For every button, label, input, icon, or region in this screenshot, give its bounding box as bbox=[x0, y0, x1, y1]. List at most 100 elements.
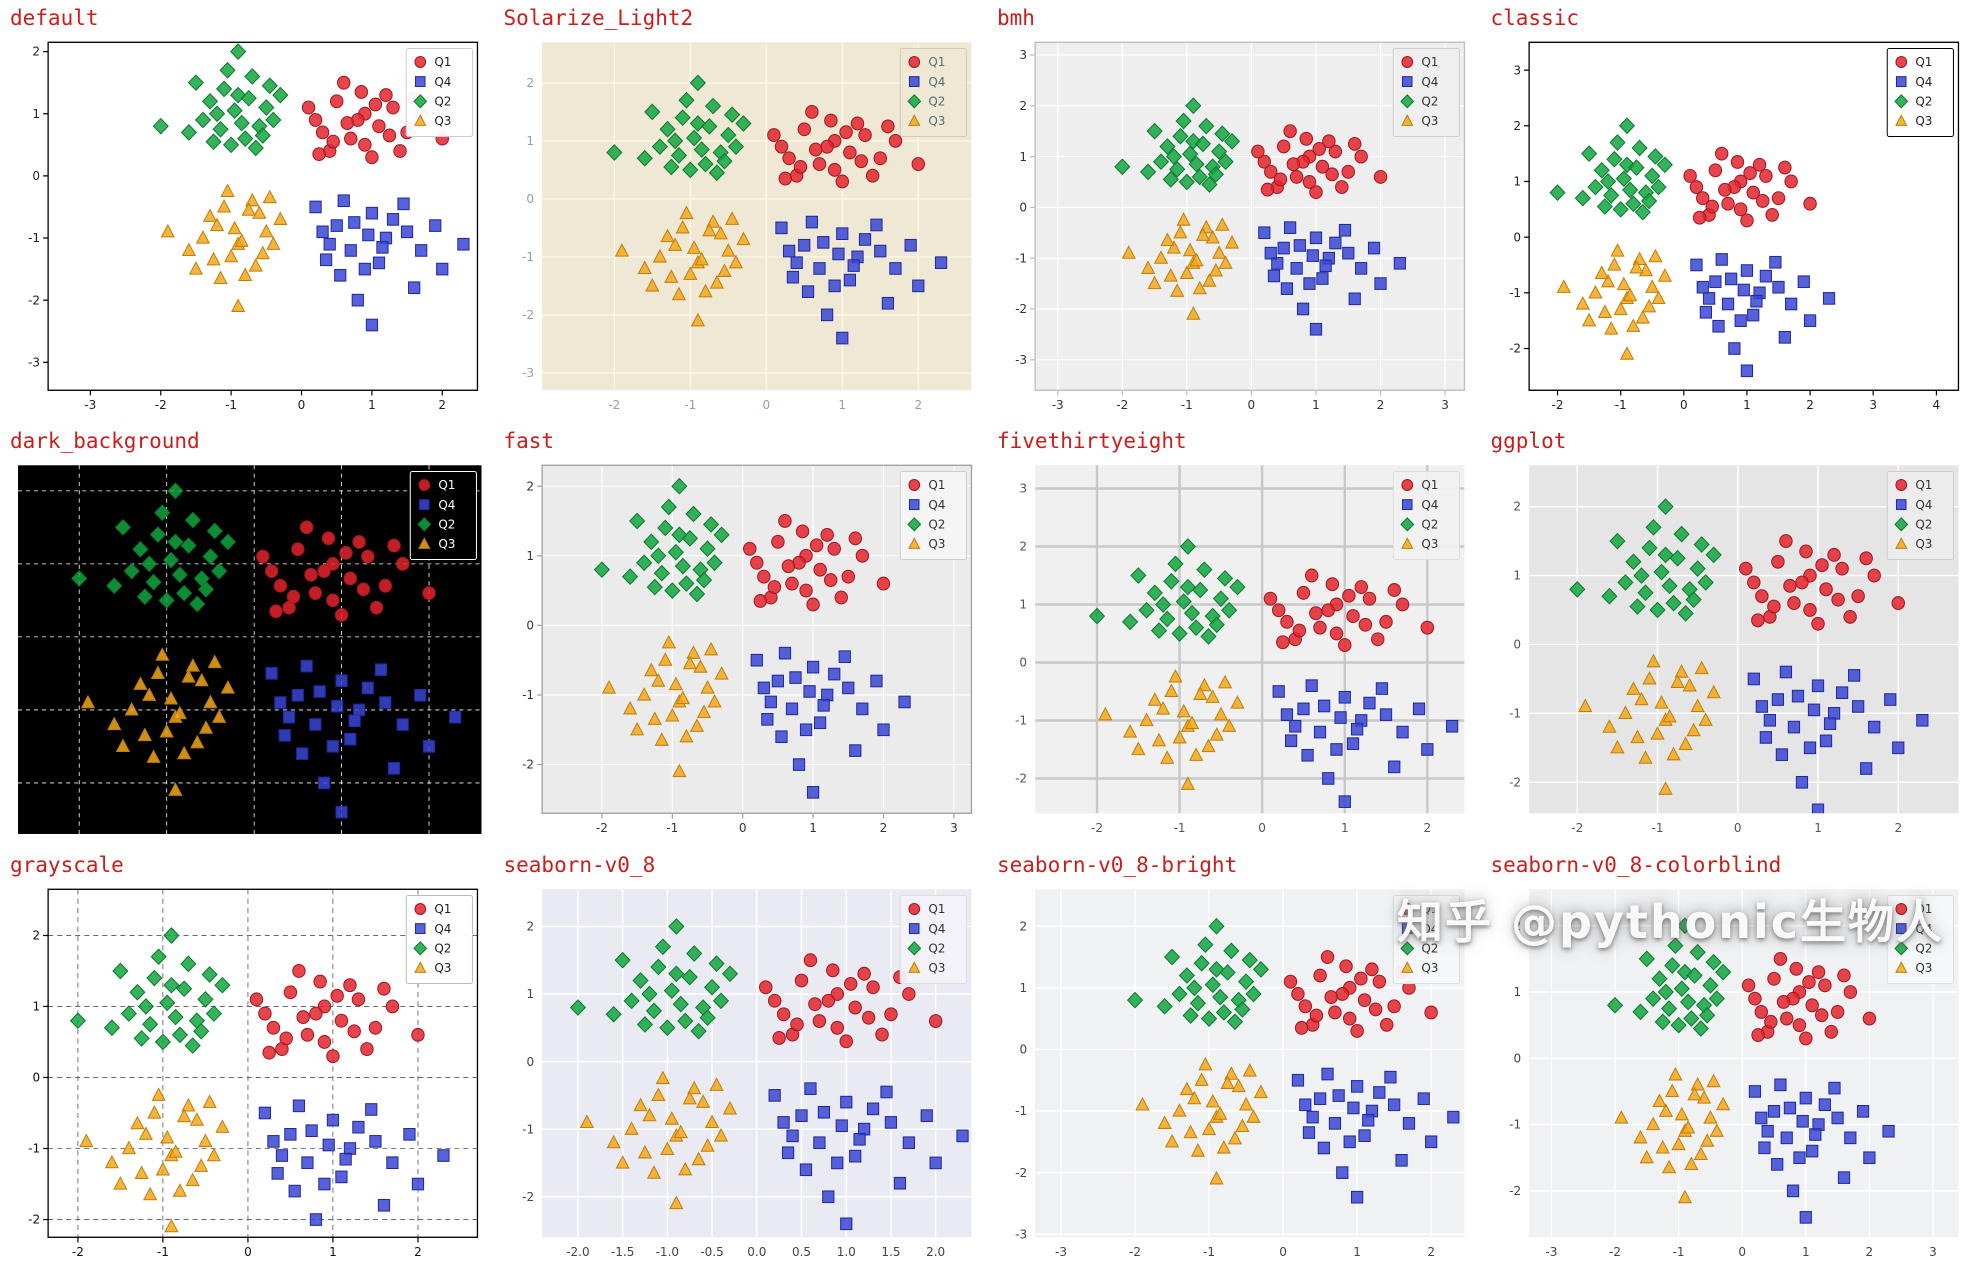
svg-text:-2: -2 bbox=[155, 398, 167, 412]
svg-text:Q2: Q2 bbox=[1915, 518, 1932, 532]
svg-text:-3: -3 bbox=[1545, 1244, 1557, 1258]
svg-text:0: 0 bbox=[1019, 1042, 1027, 1056]
svg-text:-2: -2 bbox=[28, 1212, 40, 1226]
svg-text:4: 4 bbox=[1932, 398, 1940, 412]
svg-text:1: 1 bbox=[526, 549, 534, 563]
svg-text:2: 2 bbox=[32, 928, 40, 942]
scatter-plot-bmh: -3 -2 -1 0 1 2 3 -3 -2 -1 0 1 2 3 Q1 Q4 Q2 Q3 bbox=[1015, 41, 1466, 412]
svg-text:-1: -1 bbox=[1614, 398, 1626, 412]
svg-text:0: 0 bbox=[526, 192, 534, 206]
svg-text:0: 0 bbox=[1738, 1244, 1746, 1258]
svg-text:-3: -3 bbox=[84, 398, 96, 412]
svg-text:-2: -2 bbox=[1015, 1165, 1027, 1179]
svg-text:2: 2 bbox=[914, 398, 922, 412]
svg-text:-2: -2 bbox=[1015, 772, 1027, 786]
svg-text:Q1: Q1 bbox=[1915, 55, 1932, 69]
svg-text:3: 3 bbox=[1441, 398, 1449, 412]
svg-text:1: 1 bbox=[1513, 569, 1521, 583]
panel-seaborn-v0-8-colorblind: seaborn-v0_8-colorblind -3 -2 -1 0 1 2 3 -2 -1 0 1… bbox=[1489, 849, 1971, 1268]
svg-text:2: 2 bbox=[1019, 540, 1027, 554]
svg-text:1: 1 bbox=[526, 987, 534, 1001]
panel-seaborn-v0-8: seaborn-v0_8 -2.0 -1.5 -1.0 -0.5 0.0 0.5 1.0 1.… bbox=[502, 849, 984, 1268]
svg-text:-3: -3 bbox=[1015, 353, 1027, 367]
svg-text:-1: -1 bbox=[1672, 1244, 1684, 1258]
svg-text:Q4: Q4 bbox=[434, 921, 451, 935]
svg-text:0: 0 bbox=[1019, 656, 1027, 670]
svg-text:-1: -1 bbox=[1509, 286, 1521, 300]
svg-text:0: 0 bbox=[1258, 821, 1266, 835]
svg-text:Q1: Q1 bbox=[1421, 478, 1438, 492]
svg-text:-2: -2 bbox=[1129, 1244, 1141, 1258]
svg-text:Q2: Q2 bbox=[1915, 941, 1932, 955]
svg-text:-1: -1 bbox=[1174, 821, 1186, 835]
svg-text:-0.5: -0.5 bbox=[700, 1244, 723, 1258]
panel-title: fivethirtyeight bbox=[997, 429, 1187, 454]
svg-text:Q2: Q2 bbox=[928, 518, 945, 532]
svg-text:-2: -2 bbox=[522, 1189, 534, 1203]
svg-text:0: 0 bbox=[526, 1054, 534, 1068]
panel-fast: fast -2 -1 0 1 2 3 -2 -1 0 1 2 Q1 Q4 Q2 Q3 bbox=[502, 425, 984, 844]
svg-text:Q1: Q1 bbox=[928, 55, 945, 69]
panel-title: dark_background bbox=[10, 429, 200, 454]
svg-text:-3: -3 bbox=[522, 366, 534, 380]
svg-text:0: 0 bbox=[1019, 200, 1027, 214]
svg-text:Q4: Q4 bbox=[928, 75, 945, 89]
panel-title: grayscale bbox=[10, 852, 124, 877]
svg-text:Q2: Q2 bbox=[928, 94, 945, 108]
svg-text:-2: -2 bbox=[1509, 341, 1521, 355]
svg-text:3: 3 bbox=[1019, 482, 1027, 496]
svg-text:1: 1 bbox=[1353, 1244, 1361, 1258]
svg-text:2: 2 bbox=[1894, 821, 1902, 835]
svg-text:0: 0 bbox=[1513, 638, 1521, 652]
panel-ggplot: ggplot -2 -1 0 1 2 -2 -1 0 1 2 Q1 Q4 Q2 Q3 bbox=[1489, 425, 1971, 844]
svg-text:0: 0 bbox=[1679, 398, 1687, 412]
svg-text:3: 3 bbox=[1019, 48, 1027, 62]
svg-text:Q4: Q4 bbox=[1421, 498, 1438, 512]
svg-text:-1: -1 bbox=[666, 821, 678, 835]
svg-text:3: 3 bbox=[950, 821, 958, 835]
svg-text:Q2: Q2 bbox=[928, 941, 945, 955]
svg-text:1: 1 bbox=[838, 398, 846, 412]
svg-text:-1: -1 bbox=[1015, 1104, 1027, 1118]
svg-text:2: 2 bbox=[438, 398, 446, 412]
svg-text:-2: -2 bbox=[522, 758, 534, 772]
svg-text:Q3: Q3 bbox=[1421, 537, 1438, 551]
svg-text:1.5: 1.5 bbox=[881, 1244, 900, 1258]
svg-text:3: 3 bbox=[1513, 63, 1521, 77]
svg-text:0: 0 bbox=[526, 619, 534, 633]
panel-title: bmh bbox=[997, 6, 1035, 30]
panel-title: ggplot bbox=[1490, 429, 1567, 454]
svg-text:Q2: Q2 bbox=[1915, 94, 1932, 108]
svg-text:Q3: Q3 bbox=[434, 961, 451, 975]
svg-text:Q4: Q4 bbox=[1915, 75, 1932, 89]
svg-text:Q2: Q2 bbox=[434, 941, 451, 955]
svg-text:-2: -2 bbox=[1116, 398, 1128, 412]
svg-text:-1: -1 bbox=[1181, 398, 1193, 412]
svg-text:0: 0 bbox=[1248, 398, 1256, 412]
svg-text:Q1: Q1 bbox=[438, 478, 455, 492]
svg-text:-1: -1 bbox=[1203, 1244, 1215, 1258]
scatter-plot-fast: -2 -1 0 1 2 3 -2 -1 0 1 2 Q1 Q4 Q2 Q3 bbox=[522, 464, 972, 835]
panel-title: classic bbox=[1490, 6, 1580, 30]
svg-text:Q4: Q4 bbox=[438, 498, 455, 512]
svg-text:2: 2 bbox=[1865, 1244, 1873, 1258]
svg-text:2: 2 bbox=[526, 480, 534, 494]
svg-text:-2: -2 bbox=[72, 1244, 84, 1258]
svg-text:1.0: 1.0 bbox=[836, 1244, 855, 1258]
svg-text:-1: -1 bbox=[1509, 707, 1521, 721]
svg-text:Q1: Q1 bbox=[434, 55, 451, 69]
panel-title: fast bbox=[503, 429, 555, 454]
scatter-plot-dark-background: Q1 Q4 Q2 Q3 bbox=[18, 465, 482, 835]
svg-text:2: 2 bbox=[1019, 919, 1027, 933]
svg-text:-1: -1 bbox=[1509, 1117, 1521, 1131]
svg-text:Q3: Q3 bbox=[434, 114, 451, 128]
svg-text:1: 1 bbox=[1312, 398, 1320, 412]
svg-text:-2: -2 bbox=[28, 293, 40, 307]
svg-text:Q1: Q1 bbox=[1915, 902, 1932, 916]
svg-text:2: 2 bbox=[526, 919, 534, 933]
svg-text:2: 2 bbox=[1377, 398, 1385, 412]
svg-text:2: 2 bbox=[1513, 119, 1521, 133]
svg-text:Q3: Q3 bbox=[1915, 114, 1932, 128]
svg-text:1: 1 bbox=[368, 398, 376, 412]
